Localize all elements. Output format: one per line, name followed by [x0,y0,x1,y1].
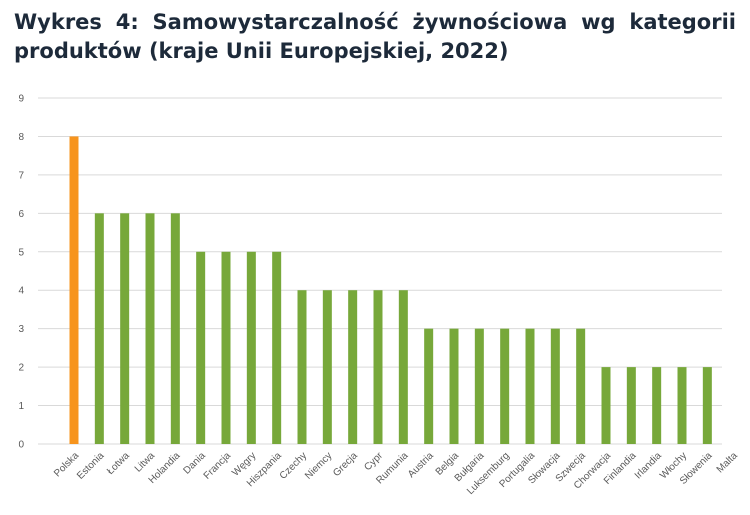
y-tick-label: 0 [18,440,24,451]
x-tick-label-czechy: Czechy [278,450,309,481]
bar-holandia [170,213,180,444]
bar-finlandia [626,367,636,444]
bar-czechy [297,290,307,444]
y-tick-label: 3 [18,324,24,335]
x-tick-label-estonia: Estonia [75,450,107,482]
bar-niemcy [322,290,332,444]
x-tick-label-niemcy: Niemcy [303,450,334,481]
bar-hiszpania [272,251,282,444]
bar-belgia [449,328,459,444]
bar-szwecja [576,328,586,444]
bar-francja [221,251,231,444]
bar-dania [196,251,206,444]
bar-litwa [145,213,155,444]
bar-chorwacja [601,367,611,444]
y-tick-label: 4 [18,286,24,297]
bar-portugalia [525,328,535,444]
y-axis-tick-labels: 0 1 2 3 4 5 6 7 8 9 [18,94,24,451]
x-tick-label-malta: Malta [715,450,740,475]
bar-polska [69,136,79,444]
bars [69,136,712,444]
x-tick-label-irlandia: Irlandia [633,450,664,481]
x-tick-label-grecja: Grecja [331,450,360,479]
chart-title: Wykres 4: Samowystarczalność żywnościowa… [14,10,736,63]
bar-slowacja [550,328,560,444]
x-tick-label-austria: Austria [406,450,436,480]
bar-wegry [246,251,256,444]
bar-austria [424,328,434,444]
bar-estonia [94,213,104,444]
y-tick-label: 5 [18,247,24,258]
y-tick-label: 6 [18,209,24,220]
bar-wlochy [677,367,687,444]
x-tick-label-lotwa: Łotwa [105,450,132,477]
bar-lotwa [120,213,130,444]
y-tick-label: 7 [18,170,24,181]
y-tick-label: 1 [18,401,24,412]
bar-slowenia [702,367,712,444]
bar-cypr [373,290,383,444]
bar-rumunia [398,290,408,444]
bar-irlandia [652,367,662,444]
y-tick-label: 8 [18,132,24,143]
bar-bulgaria [474,328,484,444]
x-tick-label-francja: Francja [202,450,234,482]
bar-luksemburg [500,328,510,444]
bar-grecja [348,290,358,444]
y-tick-label: 2 [18,363,24,374]
y-tick-label: 9 [18,94,24,105]
